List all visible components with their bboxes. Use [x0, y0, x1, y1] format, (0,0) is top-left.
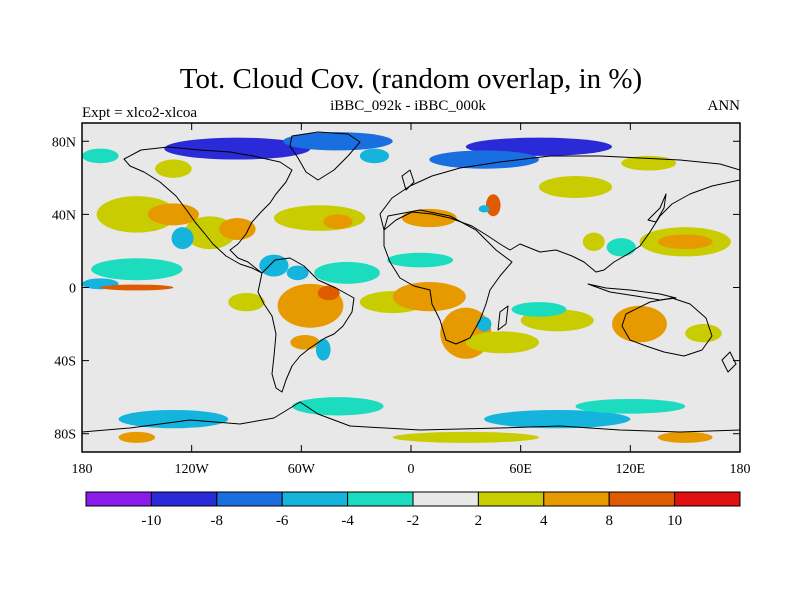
colorbar-label-3: -4: [341, 513, 354, 529]
colorbar-box-7: [543, 491, 610, 507]
x-tick-label-1: 120W: [175, 462, 210, 477]
anomaly-region-26: [685, 324, 722, 343]
y-tick-label-1: 40N: [52, 208, 76, 223]
colorbar-label-5: 2: [475, 513, 483, 529]
anomaly-region-3: [219, 218, 256, 240]
anomaly-region-12: [314, 261, 380, 284]
x-tick-label-0: 180: [72, 462, 93, 477]
anomaly-region-35: [606, 238, 636, 257]
coastline-indonesia: [587, 283, 677, 301]
colorbar-label-6: 4: [540, 513, 548, 529]
x-tick-label-3: 0: [408, 462, 415, 477]
coastline-australia: [621, 297, 713, 357]
anomaly-region-30: [538, 176, 613, 198]
y-tick-label-0: 80N: [52, 135, 76, 150]
anomaly-region-0: [96, 196, 178, 233]
coastline-japan: [647, 193, 667, 223]
coastline-north-america: [123, 146, 293, 274]
coastline-british-isles: [401, 169, 415, 191]
y-tick-label-2: 0: [69, 282, 76, 297]
coastline-greenland: [289, 131, 361, 181]
anomaly-region-34: [387, 252, 454, 268]
anomaly-region-13: [286, 265, 309, 281]
y-tick-label-3: 40S: [54, 355, 76, 370]
anomaly-region-22: [465, 331, 539, 354]
anomaly-region-4: [171, 227, 194, 250]
anomaly-region-16: [290, 335, 320, 350]
colorbar-box-2: [216, 491, 283, 507]
colorbar-box-9: [674, 491, 741, 507]
anomaly-region-5: [273, 205, 366, 231]
colorbar-label-2: -6: [276, 513, 289, 529]
anomaly-region-32: [485, 194, 501, 217]
anomaly-region-31: [401, 208, 457, 228]
x-tick-label-4: 60E: [509, 462, 532, 477]
coastline-eurasia: [379, 155, 740, 273]
anomaly-region-28: [657, 234, 713, 250]
anomaly-region-24: [511, 302, 567, 317]
coastline-africa: [383, 209, 513, 345]
anomaly-region-37: [283, 132, 393, 151]
anomaly-region-36: [164, 137, 311, 160]
difference-label: iBBC_092k - iBBC_000k: [330, 98, 486, 114]
anomaly-region-48: [657, 431, 713, 443]
anomaly-region-9: [100, 284, 174, 291]
anomaly-region-29: [582, 232, 605, 251]
x-tick-label-2: 60W: [288, 462, 316, 477]
colorbar: -10 -8 -6 -4 -2 2 4 8 10: [85, 491, 741, 529]
y-tick-label-4: 80S: [54, 428, 76, 443]
colorbar-box-6: [477, 491, 545, 507]
anomaly-region-25: [612, 305, 667, 343]
anomaly-region-6: [323, 214, 353, 230]
season-label: ANN: [708, 98, 741, 114]
anomaly-region-40: [82, 148, 119, 164]
colorbar-label-1: -8: [211, 513, 224, 529]
anomaly-region-41: [155, 159, 192, 178]
anomaly-region-7: [91, 258, 183, 281]
anomaly-region-17: [315, 338, 331, 361]
anomaly-region-44: [292, 397, 384, 416]
colorbar-box-0: [85, 491, 152, 507]
colorbar-box-8: [608, 491, 676, 507]
anomaly-region-39: [429, 150, 539, 169]
anomaly-region-49: [392, 431, 539, 443]
anomaly-region-45: [118, 409, 229, 429]
anomaly-region-10: [228, 292, 265, 312]
colorbar-box-5: [412, 491, 479, 507]
anomaly-region-11: [259, 254, 289, 277]
coastline-antarctica: [82, 401, 740, 433]
anomaly-region-46: [484, 409, 631, 429]
colorbar-box-1: [150, 491, 218, 507]
colorbar-box-4: [347, 491, 414, 507]
colorbar-box-3: [281, 491, 349, 507]
colorbar-label-8: 10: [667, 513, 682, 529]
anomaly-region-47: [118, 431, 156, 443]
colorbar-label-7: 8: [605, 513, 613, 529]
axis-ticks: 180 120W 60W 0 60E 120E 180 80N 40N 0 40S 80S: [52, 123, 751, 477]
coastline-new-zealand: [721, 351, 737, 373]
x-tick-label-5: 120E: [616, 462, 646, 477]
coastlines: [82, 131, 740, 433]
anomaly-region-19: [392, 282, 466, 312]
experiment-label: Expt = xlco2-xlcoa: [82, 105, 197, 121]
anomaly-region-42: [359, 148, 390, 164]
anomaly-region-2: [147, 203, 199, 226]
colorbar-label-0: -10: [141, 513, 161, 529]
x-tick-label-6: 180: [730, 462, 751, 477]
colorbar-label-4: -2: [407, 513, 420, 529]
anomaly-region-15: [317, 285, 340, 301]
anomaly-region-50: [575, 398, 686, 414]
anomaly-region-21: [476, 316, 492, 332]
anomaly-region-33: [478, 205, 490, 213]
chart-title: Tot. Cloud Cov. (random overlap, in %): [180, 63, 642, 95]
coastline-south-america: [257, 257, 355, 393]
coastline-madagascar: [497, 305, 509, 331]
